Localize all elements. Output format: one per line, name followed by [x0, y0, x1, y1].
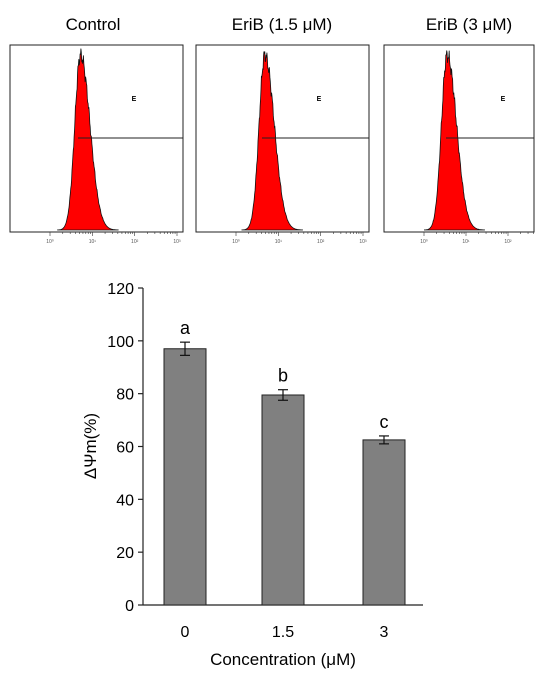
x-tick-label: 0 — [181, 624, 190, 641]
y-tick-label: 0 — [125, 598, 134, 615]
histogram-tick-label: 10⁰ — [46, 239, 54, 245]
histogram-tick-label: 10⁰ — [232, 239, 240, 245]
histogram-tick-label: 10³ — [359, 239, 367, 245]
histogram-x-axis-erib-3: 10⁰ 10¹ 10² — [420, 232, 534, 245]
panel-title-erib-1-5: EriB (1.5 μM) — [232, 15, 332, 34]
histogram-fill-control — [57, 48, 119, 231]
panel-title-erib-3: EriB (3 μM) — [426, 15, 512, 34]
histogram-tick-label: 10¹ — [89, 239, 97, 245]
histogram-x-axis-erib-1-5: 10⁰ 10¹ 10² 10³ — [232, 232, 367, 245]
gate-label-control: E — [132, 96, 137, 103]
bar-0 — [163, 348, 207, 606]
bar-series: a b c — [163, 318, 406, 606]
histogram-x-axis-control: 10⁰ 10¹ 10² 10³ — [46, 232, 181, 245]
y-tick-label: 120 — [107, 281, 134, 298]
histogram-tick-label: 10¹ — [275, 239, 283, 245]
significance-label: c — [380, 412, 389, 432]
significance-label: a — [180, 318, 191, 338]
panel-title-control: Control — [66, 15, 121, 34]
bar-1.5 — [261, 394, 305, 606]
gate-label-erib-3: E — [501, 96, 506, 103]
histogram-fill-erib-3 — [424, 50, 485, 231]
x-axis-label: Concentration (μM) — [210, 650, 356, 669]
histogram-tick-label: 10¹ — [462, 239, 470, 245]
histogram-fill-erib-1-5 — [241, 51, 303, 231]
histogram-tick-label: 10² — [131, 239, 139, 245]
y-tick-label: 40 — [116, 492, 134, 509]
y-tick-label: 80 — [116, 387, 134, 404]
y-tick-label: 20 — [116, 545, 134, 562]
y-tick-label: 100 — [107, 334, 134, 351]
gate-label-erib-1-5: E — [317, 96, 322, 103]
y-axis-label: ΔΨm(%) — [81, 413, 100, 479]
histogram-tick-label: 10² — [504, 239, 512, 245]
histogram-tick-label: 10² — [317, 239, 325, 245]
x-tick-label: 3 — [380, 624, 389, 641]
y-axis-ticks: 0 20 40 60 80 100 120 — [107, 281, 143, 615]
histogram-panel-control: Control E 10⁰ 10¹ 10² 10³ — [9, 15, 184, 245]
bar-3 — [362, 439, 406, 606]
histogram-tick-label: 10³ — [173, 239, 181, 245]
significance-label: b — [278, 366, 288, 386]
x-axis-ticks: 0 1.5 3 — [181, 624, 389, 641]
histogram-panel-erib-1-5: EriB (1.5 μM) E 10⁰ 10¹ 10² 10³ — [195, 15, 370, 245]
y-tick-label: 60 — [116, 440, 134, 457]
histogram-tick-label: 10⁰ — [420, 239, 428, 245]
histogram-panel-erib-3: EriB (3 μM) E 10⁰ 10¹ 10² — [383, 15, 535, 245]
x-tick-label: 1.5 — [272, 624, 294, 641]
